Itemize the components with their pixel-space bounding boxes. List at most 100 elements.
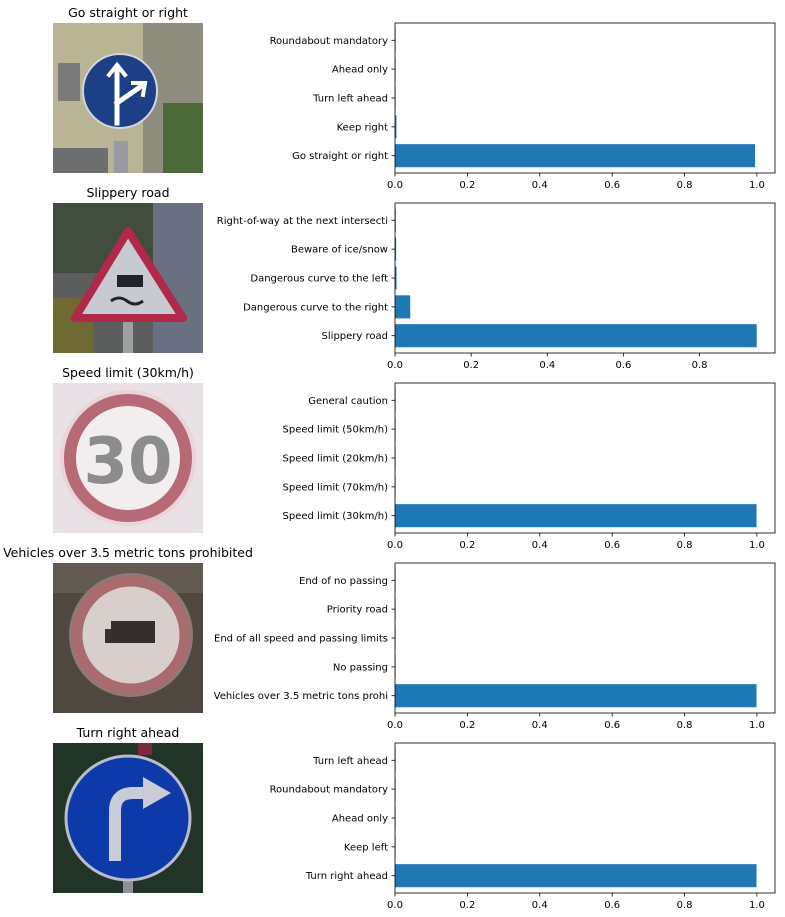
prob-chart: Go straight or right Keep right Turn left … [270,22,776,191]
sign-title: Speed limit (30km/h) [62,365,194,380]
tick-label: 0.6 [604,540,620,551]
tick-label: 0.4 [532,900,548,911]
category-label: Ahead only [332,814,388,825]
sign-image [53,23,203,173]
category-label: Dangerous curve to the right [243,302,388,313]
sign-title: Turn right ahead [76,725,180,740]
tick-label: 0.4 [532,180,548,191]
tick-label: 0.2 [463,360,479,371]
red-ring-sign [64,394,192,522]
category-label: Turn left ahead [312,94,388,105]
panel-5: Turn right ahead Turn right ahead Keep le… [53,725,776,911]
panel-3: Speed limit (30km/h) 30 Speed limit (30k… [53,365,776,551]
tick-label: 1.0 [749,180,765,191]
tick-label: 0.8 [677,900,693,911]
category-label: End of no passing [299,576,388,587]
prob-chart: Vehicles over 3.5 metric tons prohi No pa… [214,562,776,731]
bar [395,237,397,261]
bar [395,266,397,290]
category-label: Vehicles over 3.5 metric tons prohi [214,691,388,702]
slippery-car-icon [110,275,144,306]
tick-label: 0.6 [604,180,620,191]
category-label: Keep right [337,122,388,133]
tick-label: 0.4 [539,360,555,371]
sign-image [53,563,203,713]
red-patch [138,743,152,755]
panel-2: Slippery road Slippery road Dangerous cur… [53,185,776,371]
truck-icon [105,621,155,643]
tick-label: 0.4 [532,720,548,731]
tick-label: 0.8 [677,540,693,551]
sign-title: Slippery road [86,185,169,200]
tick-label: 0.0 [387,360,403,371]
tick-label: 0.8 [677,720,693,731]
tick-label: 0.0 [387,540,403,551]
category-label: Priority road [327,605,388,616]
ground [53,148,108,173]
bar [395,504,757,528]
category-label: Roundabout mandatory [270,785,389,796]
category-label: Turn right ahead [305,871,388,882]
sign-title: Go straight or right [68,5,188,20]
category-label: No passing [333,662,388,673]
tick-label: 0.6 [604,720,620,731]
bar [395,295,411,319]
category-label: Slippery road [322,331,388,342]
turn-right-arrow-icon [109,787,145,861]
tick-label: 0.6 [604,900,620,911]
bar [395,144,756,168]
category-label: Speed limit (30km/h) [283,511,389,522]
tick-label: 1.0 [749,900,765,911]
panel-1: Go straight or right Go straight or righ… [53,5,776,191]
prob-chart: Speed limit (30km/h) Speed limit (70km/h)… [283,382,776,551]
category-label: Right-of-way at the next intersecti [217,216,388,227]
category-label: Beware of ice/snow [291,245,388,256]
tick-label: 0.4 [532,540,548,551]
sign-post [123,881,133,893]
tick-label: 0.0 [387,180,403,191]
sign-title: Vehicles over 3.5 metric tons prohibited [3,545,253,560]
tick-label: 1.0 [749,540,765,551]
category-label: Dangerous curve to the left [250,274,388,285]
category-label: Speed limit (70km/h) [283,482,389,493]
blue-circle-sign [82,53,158,129]
category-label: Speed limit (50km/h) [283,425,389,436]
category-label: Keep left [344,842,388,853]
category-label: General caution [308,396,388,407]
bar [395,864,757,888]
category-label: Go straight or right [292,151,388,162]
red-triangle-sign [71,227,187,322]
sign-post [114,141,128,173]
foliage [163,103,203,173]
bar [395,115,397,139]
bar [395,684,757,708]
tick-label: 0.2 [459,720,475,731]
tick-label: 0.0 [387,900,403,911]
tick-label: 0.8 [692,360,708,371]
tick-label: 0.2 [459,180,475,191]
sign-post [123,318,133,353]
number-30-icon: 30 [83,425,172,499]
prob-chart: Turn right ahead Keep left Ahead only Round… [270,742,776,911]
blue-circle-sign [64,754,192,882]
category-label: Ahead only [332,65,388,76]
tick-label: 0.2 [459,900,475,911]
category-label: Speed limit (20km/h) [283,454,389,465]
category-label: Roundabout mandatory [270,36,389,47]
category-label: End of all speed and passing limits [214,634,388,645]
panel-4: Vehicles over 3.5 metric tons prohibited… [3,545,776,731]
sign-image [53,203,203,353]
tick-label: 0.2 [459,540,475,551]
tick-label: 0.6 [616,360,632,371]
straight-right-arrow-icon [106,61,148,126]
bar [395,324,757,348]
sign-image [53,743,203,893]
prob-chart: Slippery road Dangerous curve to the righ… [217,202,776,371]
tick-label: 1.0 [749,720,765,731]
tick-label: 0.8 [677,180,693,191]
sign-image: 30 [53,383,203,533]
category-label: Turn left ahead [312,756,388,767]
tick-label: 0.0 [387,720,403,731]
wall-plaque [58,63,80,101]
